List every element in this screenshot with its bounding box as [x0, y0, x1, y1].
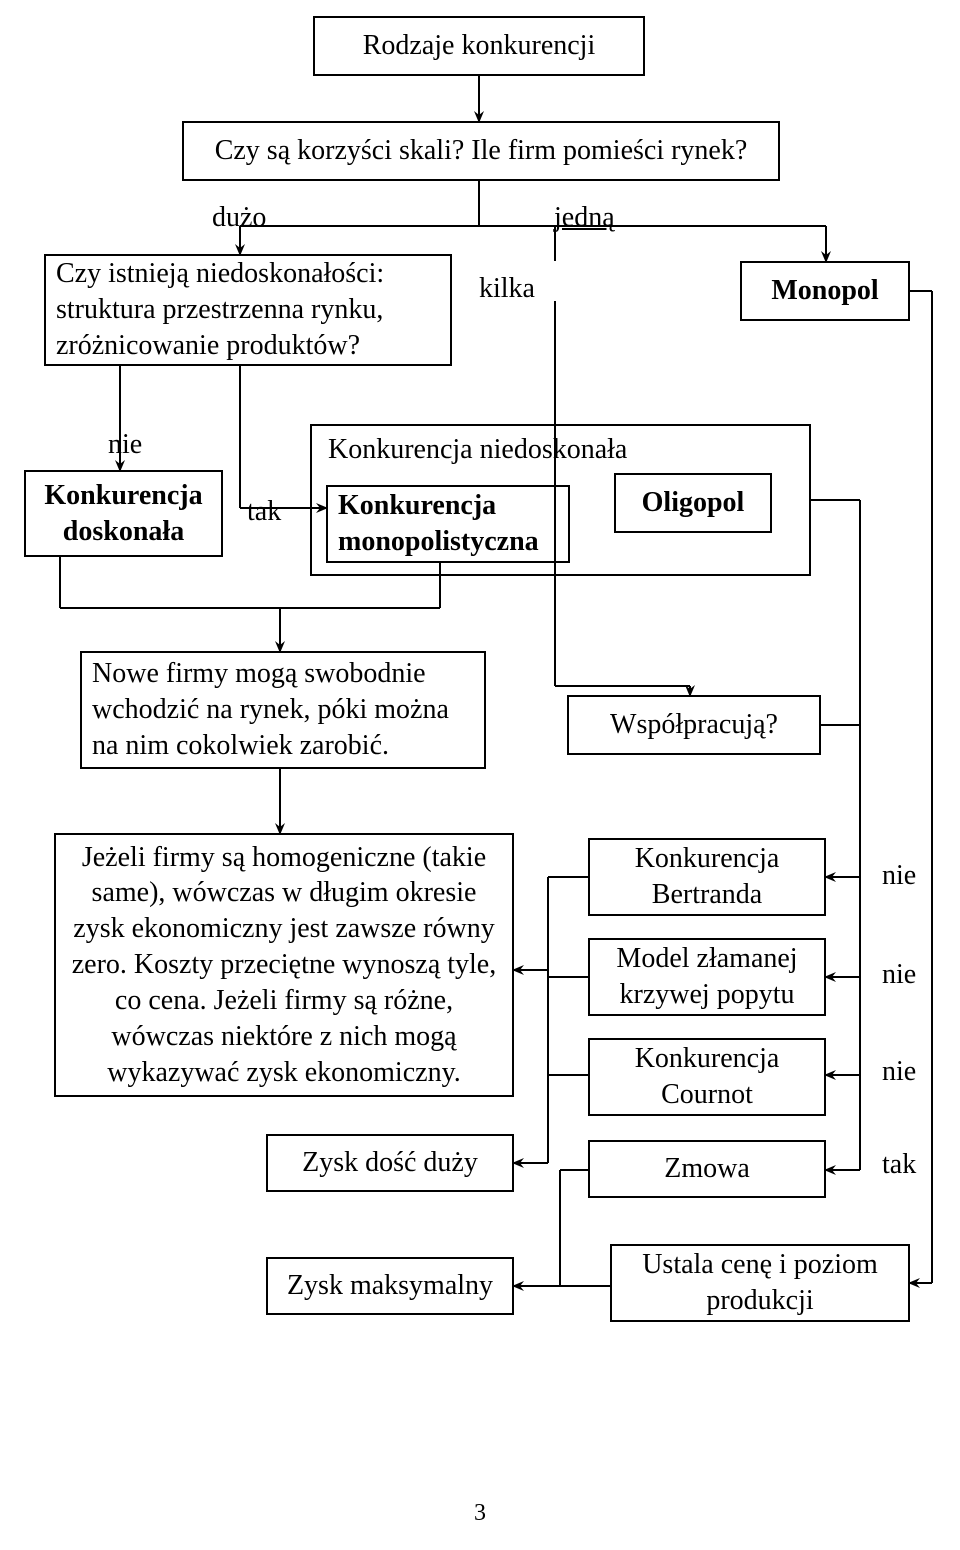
label-nie-kinked: nie — [882, 958, 916, 992]
label-kilka-text: kilka — [479, 273, 535, 304]
node-oligopoly: Oligopol — [614, 473, 772, 533]
node-longrun-text: Jeżeli firmy są homogeniczne (takie same… — [66, 840, 502, 1091]
label-duzo: dużo — [212, 201, 266, 235]
node-long-run-profit: Jeżeli firmy są homogeniczne (takie same… — [54, 833, 514, 1097]
label-nie-perfect: nie — [108, 428, 142, 462]
node-perfect-text: Konkurencja doskonała — [36, 478, 211, 550]
label-tak1-text: tak — [247, 496, 281, 527]
node-collusion: Zmowa — [588, 1140, 826, 1198]
node-perfect-competition: Konkurencja doskonała — [24, 470, 223, 557]
label-nie-cournot: nie — [882, 1055, 916, 1089]
node-profbig-text: Zysk dość duży — [302, 1145, 478, 1181]
node-monopolistic-competition: Konkurencja monopolistyczna — [326, 485, 570, 563]
node-scale-text: Czy są korzyści skali? Ile firm pomieści… — [215, 133, 748, 169]
node-imperfections-question: Czy istnieją niedoskonałości: struktura … — [44, 254, 452, 366]
diagram-canvas: Rodzaje konkurencji Czy są korzyści skal… — [0, 0, 960, 1550]
label-tak-monocomp: tak — [247, 495, 281, 529]
node-coop-text: Współpracują? — [610, 707, 778, 743]
label-nie-b-text: nie — [882, 860, 916, 891]
label-jedna-text: jedną — [554, 202, 615, 233]
node-set-price: Ustala cenę i poziom produkcji — [610, 1244, 910, 1322]
node-bertrand: Konkurencja Bertranda — [588, 838, 826, 916]
node-entry-text: Nowe firmy mogą swobodnie wchodzić na ry… — [92, 656, 474, 763]
node-zmowa-text: Zmowa — [664, 1151, 750, 1187]
node-title: Rodzaje konkurencji — [313, 16, 645, 76]
label-jedna: jedną — [554, 201, 615, 235]
label-kilka: kilka — [479, 272, 535, 306]
node-profit-large: Zysk dość duży — [266, 1134, 514, 1192]
node-kinked-text: Model złamanej krzywej popytu — [600, 941, 814, 1013]
node-scale-question: Czy są korzyści skali? Ile firm pomieści… — [182, 121, 780, 181]
node-imperfect-group-title: Konkurencja niedoskonała — [328, 432, 627, 468]
node-setprice-text: Ustala cenę i poziom produkcji — [622, 1247, 898, 1319]
node-monopoly: Monopol — [740, 261, 910, 321]
node-title-text: Rodzaje konkurencji — [363, 28, 595, 64]
label-tak-zmowa: tak — [882, 1148, 916, 1182]
node-cournot: Konkurencja Cournot — [588, 1038, 826, 1116]
node-profmax-text: Zysk maksymalny — [287, 1268, 493, 1304]
node-imperfections-text: Czy istnieją niedoskonałości: struktura … — [56, 256, 440, 363]
label-duzo-text: dużo — [212, 202, 266, 233]
node-cournot-text: Konkurencja Cournot — [600, 1041, 814, 1113]
node-kinked-demand: Model złamanej krzywej popytu — [588, 938, 826, 1016]
node-profit-max: Zysk maksymalny — [266, 1257, 514, 1315]
label-nie-bertrand: nie — [882, 859, 916, 893]
label-nie1-text: nie — [108, 429, 142, 460]
node-free-entry: Nowe firmy mogą swobodnie wchodzić na ry… — [80, 651, 486, 769]
page-number: 3 — [474, 1500, 486, 1527]
node-oligopoly-text: Oligopol — [642, 485, 745, 521]
node-bertrand-text: Konkurencja Bertranda — [600, 841, 814, 913]
node-cooperate-question: Współpracują? — [567, 695, 821, 755]
label-tak-z-text: tak — [882, 1149, 916, 1180]
page-number-text: 3 — [474, 1500, 486, 1526]
node-monopoly-text: Monopol — [771, 273, 878, 309]
label-nie-k-text: nie — [882, 959, 916, 990]
node-monocomp-text: Konkurencja monopolistyczna — [338, 488, 558, 560]
label-nie-c-text: nie — [882, 1056, 916, 1087]
